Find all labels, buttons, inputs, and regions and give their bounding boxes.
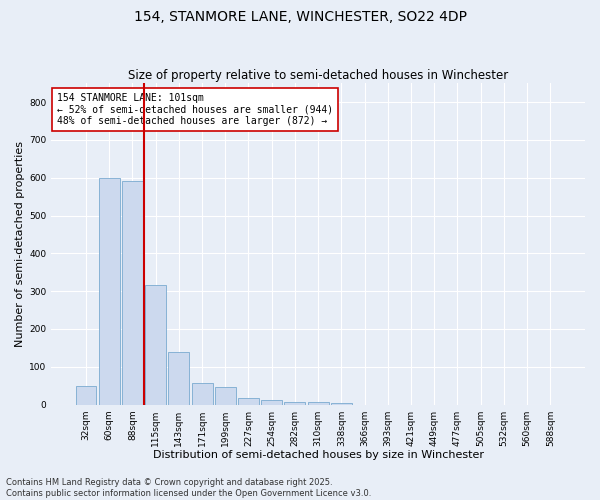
Bar <box>238 398 259 404</box>
Bar <box>215 387 236 404</box>
Bar <box>145 286 166 405</box>
Bar <box>99 178 119 404</box>
Bar <box>284 402 305 404</box>
Text: 154, STANMORE LANE, WINCHESTER, SO22 4DP: 154, STANMORE LANE, WINCHESTER, SO22 4DP <box>133 10 467 24</box>
X-axis label: Distribution of semi-detached houses by size in Winchester: Distribution of semi-detached houses by … <box>152 450 484 460</box>
Bar <box>261 400 282 404</box>
Bar <box>169 352 189 405</box>
Bar <box>76 386 97 404</box>
Title: Size of property relative to semi-detached houses in Winchester: Size of property relative to semi-detach… <box>128 69 508 82</box>
Bar <box>191 383 212 404</box>
Text: 154 STANMORE LANE: 101sqm
← 52% of semi-detached houses are smaller (944)
48% of: 154 STANMORE LANE: 101sqm ← 52% of semi-… <box>56 93 333 126</box>
Text: Contains HM Land Registry data © Crown copyright and database right 2025.
Contai: Contains HM Land Registry data © Crown c… <box>6 478 371 498</box>
Bar <box>308 402 329 404</box>
Bar <box>122 182 143 404</box>
Y-axis label: Number of semi-detached properties: Number of semi-detached properties <box>15 141 25 347</box>
Bar <box>331 402 352 404</box>
